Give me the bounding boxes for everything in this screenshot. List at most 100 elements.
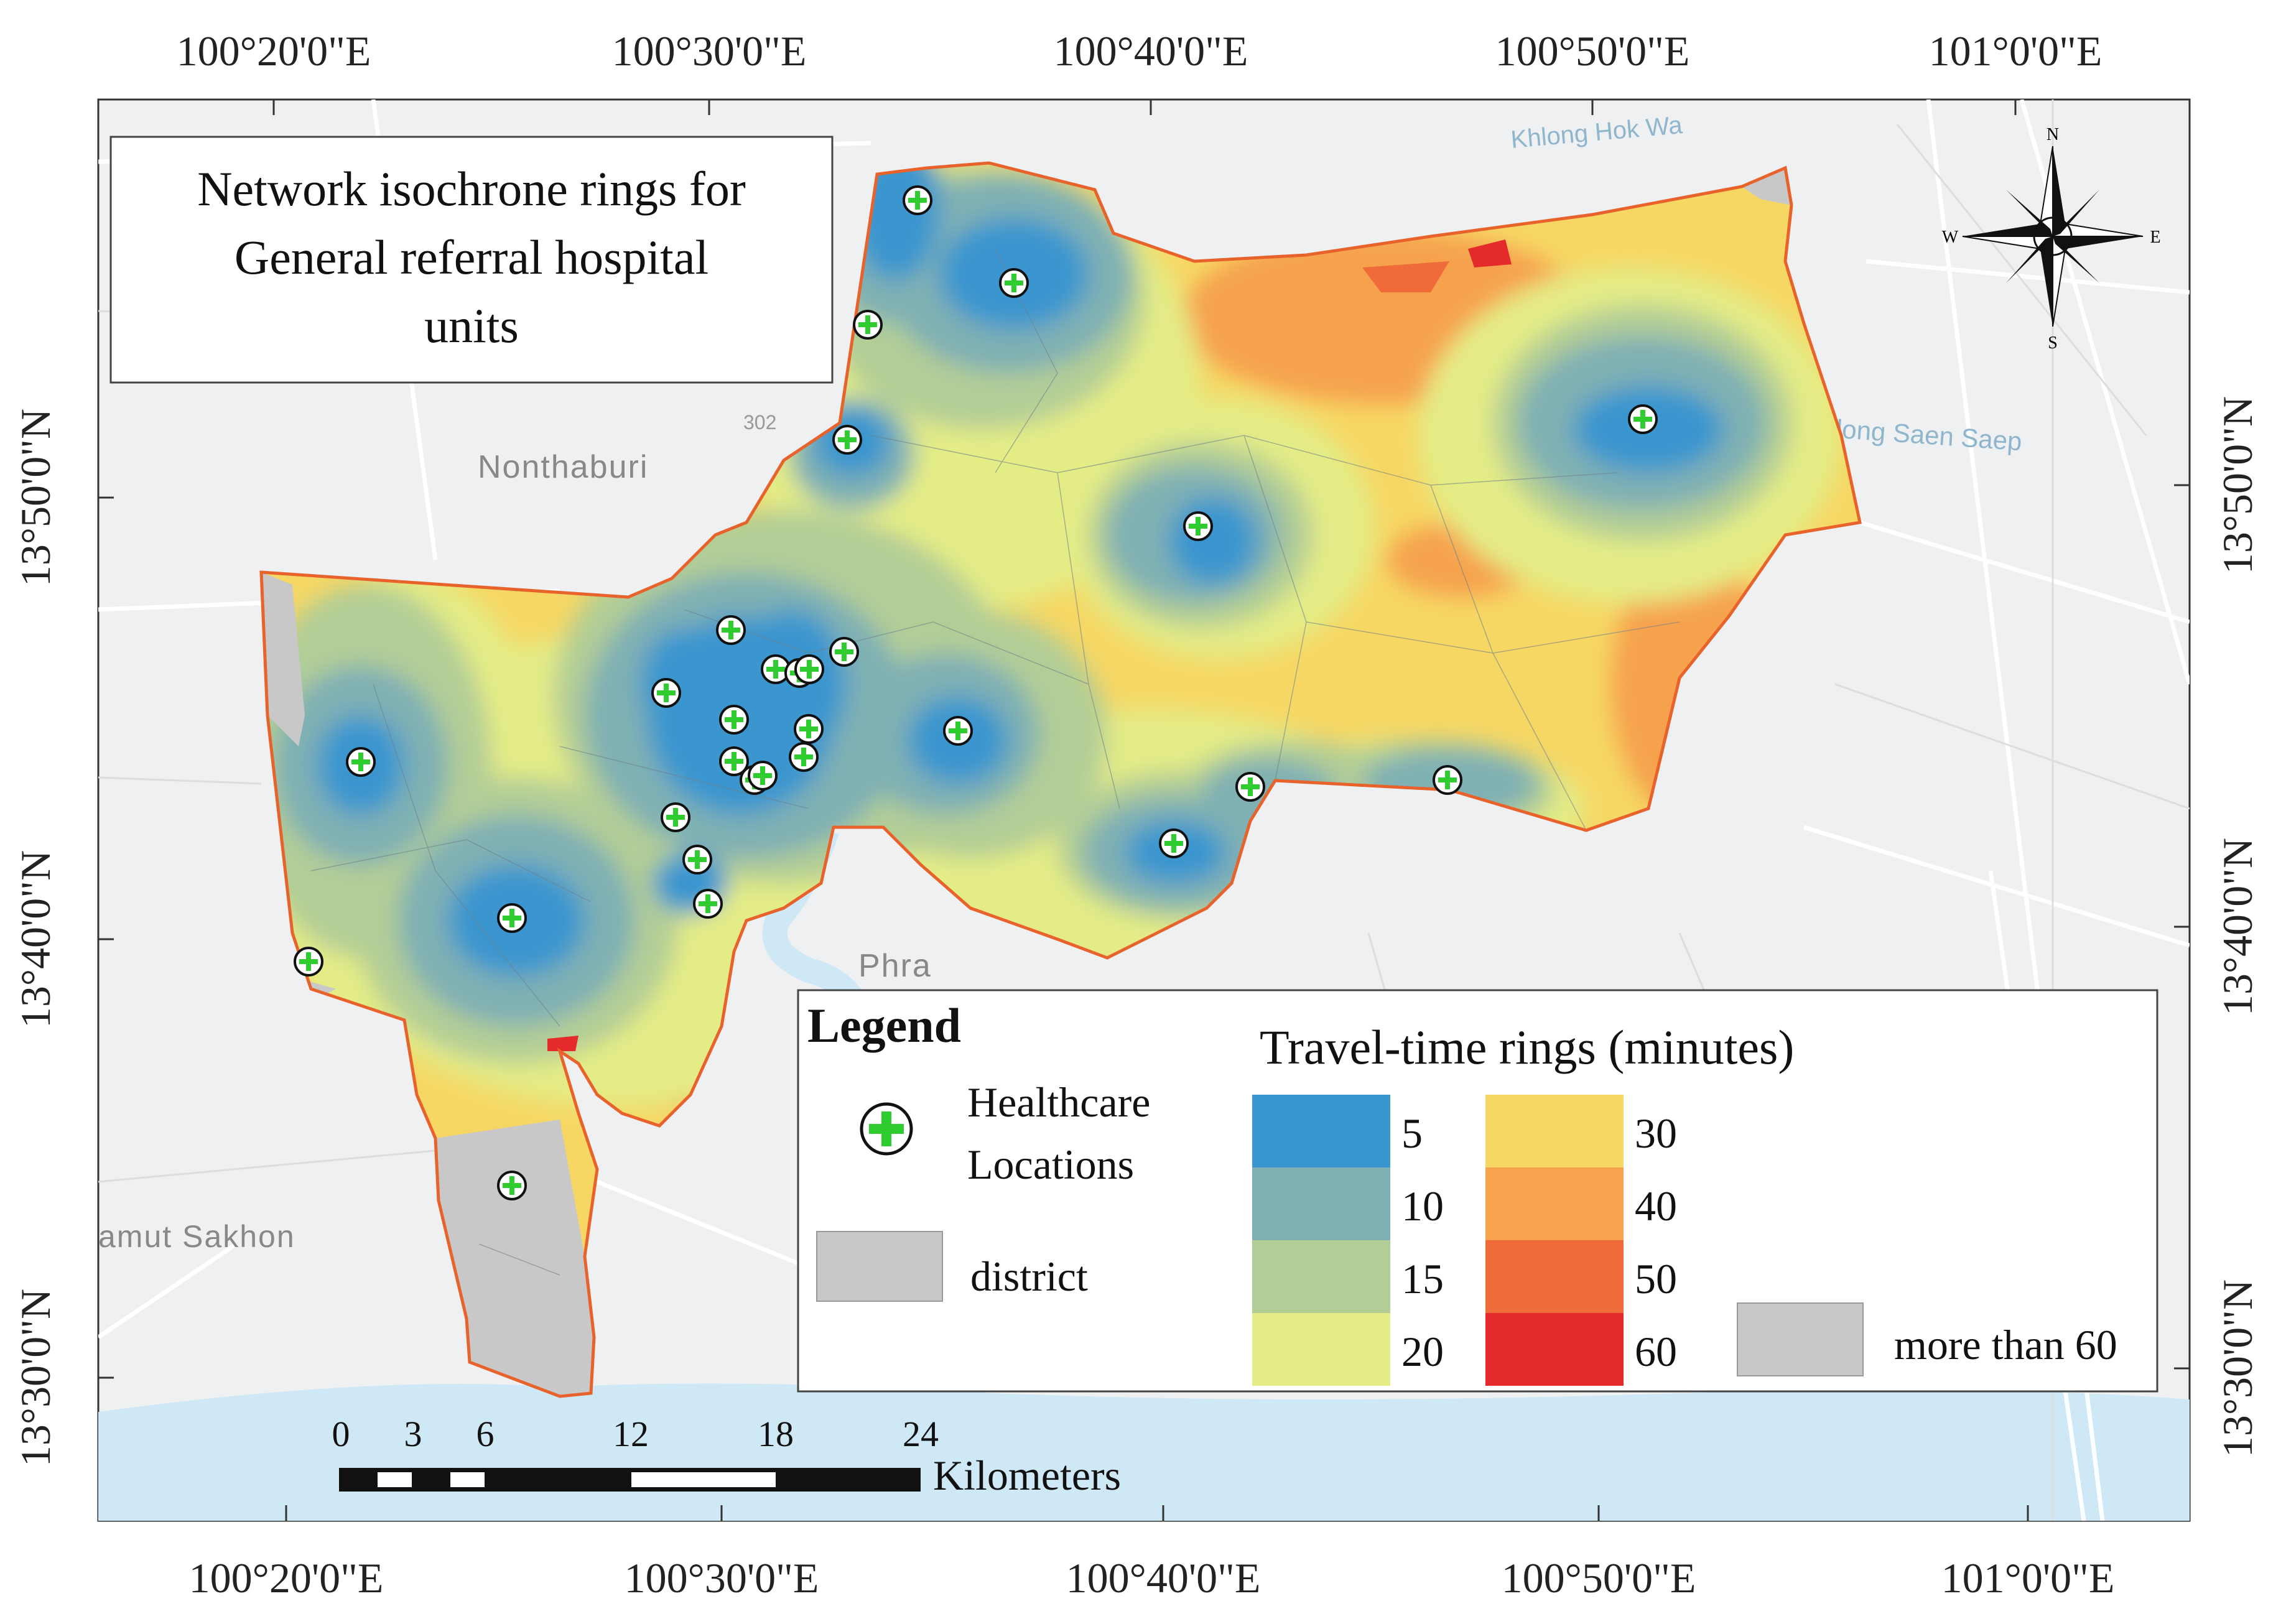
- healthcare-location-marker: [832, 425, 862, 455]
- scale-unit: Kilometers: [933, 1452, 1121, 1499]
- lon-label-bottom-3: 100°40'0"E: [1066, 1554, 1261, 1602]
- legend-ring-label-30: 30: [1635, 1110, 1677, 1157]
- healthcare-location-marker: [682, 845, 712, 875]
- healthcare-location-marker: [853, 310, 883, 340]
- healthcare-location-marker: [1628, 404, 1658, 434]
- title-line-3: units: [424, 299, 519, 353]
- scale-tick-12: 12: [613, 1414, 649, 1454]
- healthcare-location-marker: [1433, 765, 1462, 795]
- healthcare-location-marker: [719, 705, 749, 735]
- healthcare-location-marker: [1235, 772, 1265, 802]
- study-boundary-line: [259, 161, 1862, 1398]
- legend-ring-swatch-20: [1252, 1313, 1390, 1386]
- lat-label-left-3: 13°30'0"N: [12, 1289, 59, 1467]
- healthcare-location-marker: [1159, 828, 1189, 858]
- legend: Legend Healthcare Locations district Tra…: [797, 989, 2158, 1393]
- lon-label-bottom-4: 100°50'0"E: [1502, 1554, 1696, 1602]
- healthcare-location-marker: [1183, 511, 1213, 541]
- district-lines: [310, 248, 1680, 1276]
- healthcare-location-marker: [294, 947, 323, 977]
- frame-ticks: [98, 100, 2190, 1521]
- scale-tick-0: 0: [332, 1414, 350, 1454]
- title-box: Network isochrone rings for General refe…: [109, 136, 834, 384]
- road-302-label: 302: [743, 411, 776, 434]
- healthcare-location-marker: [999, 268, 1029, 298]
- lon-label-bottom-1: 100°20'0"E: [189, 1554, 384, 1602]
- healthcare-location-marker: [789, 742, 819, 772]
- compass-s: S: [2048, 333, 2058, 353]
- legend-ring-label-5: 5: [1401, 1110, 1423, 1157]
- lon-label-top-4: 100°50'0"E: [1495, 27, 1690, 75]
- healthcare-markers: [294, 185, 1658, 1200]
- ring-60-patch-south: [547, 1036, 578, 1051]
- legend-ring-swatch-30: [1485, 1095, 1624, 1167]
- graticule-labels: 100°20'0"E 100°30'0"E 100°40'0"E 100°50'…: [12, 27, 2261, 1602]
- lat-label-left-1: 13°50'0"N: [12, 409, 59, 587]
- ring-60-patch: [1468, 239, 1512, 267]
- legend-ring-label-50: 50: [1635, 1255, 1677, 1302]
- lon-label-bottom-5: 101°0'0"E: [1941, 1554, 2115, 1602]
- lon-label-top-5: 101°0'0"E: [1929, 27, 2102, 75]
- scale-tick-3: 3: [404, 1414, 422, 1454]
- legend-healthcare-line2: Locations: [967, 1141, 1134, 1188]
- healthcare-marker-icon: [860, 1102, 913, 1156]
- legend-ring-swatch-50: [1485, 1240, 1624, 1313]
- healthcare-location-marker: [719, 746, 749, 776]
- scale-tick-18: 18: [758, 1414, 794, 1454]
- legend-ring-label-10: 10: [1401, 1182, 1444, 1230]
- healthcare-location-marker: [716, 615, 746, 645]
- compass-rose-icon: N S E W: [1942, 125, 2161, 353]
- legend-rings: 5 10 15 20 30 40 50 60: [1252, 1095, 1677, 1386]
- compass-w: W: [1942, 228, 1959, 247]
- lon-label-top-3: 100°40'0"E: [1054, 27, 1248, 75]
- lat-label-right-2: 13°40'0"N: [2214, 838, 2261, 1016]
- legend-ring-label-60: 60: [1635, 1328, 1677, 1375]
- legend-rings-title: Travel-time rings (minutes): [1260, 1020, 1794, 1074]
- no-coverage-ne: [1742, 168, 1791, 205]
- healthcare-location-marker: [794, 714, 824, 744]
- nonthaburi-label: Nonthaburi: [478, 449, 648, 485]
- healthcare-location-marker: [748, 761, 778, 791]
- ring-50-patch: [1362, 261, 1449, 292]
- healthcare-location-marker: [497, 1171, 527, 1200]
- legend-ring-label-20: 20: [1401, 1328, 1444, 1375]
- legend-title: Legend: [807, 998, 961, 1052]
- healthcare-location-marker: [794, 654, 824, 684]
- legend-ring-swatch-15: [1252, 1240, 1390, 1313]
- legend-more-than-60-swatch: [1737, 1302, 1864, 1376]
- legend-ring-label-40: 40: [1635, 1182, 1677, 1230]
- healthcare-location-marker: [497, 903, 527, 933]
- legend-ring-swatch-40: [1485, 1167, 1624, 1240]
- healthcare-location-marker: [693, 889, 723, 919]
- healthcare-location-marker: [651, 678, 681, 708]
- compass-n: N: [2047, 125, 2059, 144]
- legend-ring-swatch-5: [1252, 1095, 1390, 1167]
- legend-healthcare-line1: Healthcare: [967, 1079, 1150, 1126]
- legend-district-label: district: [970, 1253, 1088, 1300]
- lon-label-bottom-2: 100°30'0"E: [625, 1554, 819, 1602]
- legend-district-swatch: [816, 1231, 943, 1302]
- lon-label-top-1: 100°20'0"E: [177, 27, 371, 75]
- samut-sakhon-label: amut Sakhon: [98, 1219, 295, 1254]
- healthcare-location-marker: [346, 747, 376, 777]
- legend-more-than-60-label: more than 60: [1894, 1321, 2117, 1368]
- legend-ring-swatch-60: [1485, 1313, 1624, 1386]
- scale-tick-24: 24: [903, 1414, 939, 1454]
- no-coverage-west: [261, 572, 305, 746]
- title-line-2: General referral hospital: [235, 230, 709, 284]
- legend-ring-label-15: 15: [1401, 1255, 1444, 1302]
- lon-label-top-2: 100°30'0"E: [612, 27, 807, 75]
- healthcare-location-marker: [829, 637, 859, 667]
- lat-label-right-3: 13°30'0"N: [2214, 1279, 2261, 1457]
- phra-label: Phra: [858, 948, 932, 984]
- lat-label-left-2: 13°40'0"N: [12, 850, 59, 1028]
- compass-e: E: [2150, 228, 2160, 247]
- lat-label-right-1: 13°50'0"N: [2214, 396, 2261, 574]
- healthcare-location-marker: [943, 716, 973, 746]
- scale-tick-6: 6: [476, 1414, 495, 1454]
- scale-bar: 0 3 6 12 18 24 Kilometers: [332, 1414, 1122, 1499]
- healthcare-location-marker: [903, 185, 932, 215]
- legend-ring-swatch-10: [1252, 1167, 1390, 1240]
